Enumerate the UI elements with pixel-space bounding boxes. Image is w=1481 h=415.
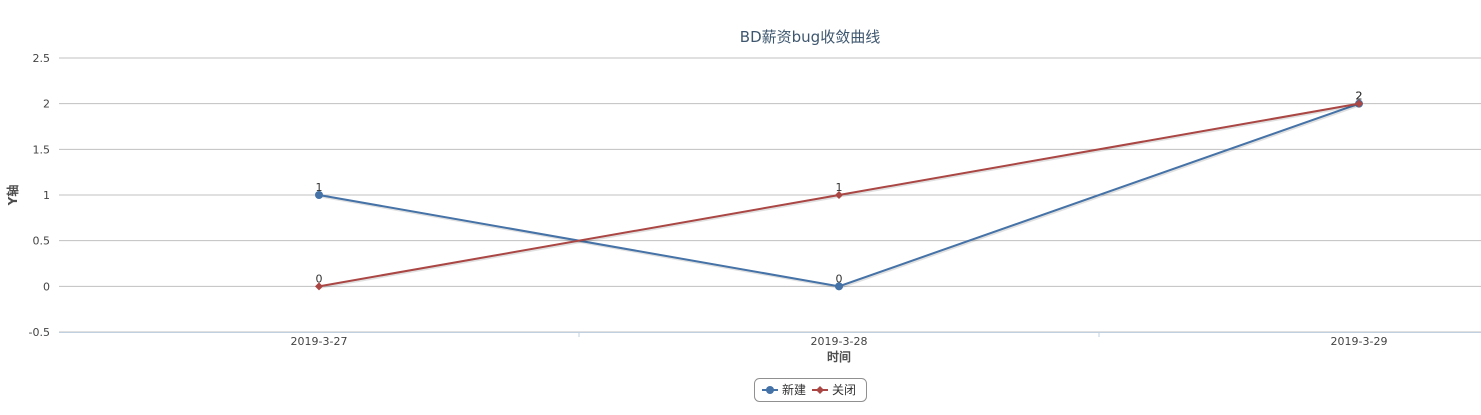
data-label: 2 bbox=[1356, 90, 1363, 103]
data-point[interactable] bbox=[835, 282, 843, 291]
data-point[interactable] bbox=[1355, 99, 1363, 108]
legend-label: 新建 bbox=[782, 382, 806, 397]
data-label: 1 bbox=[316, 181, 323, 194]
legend-item-1[interactable]: 新建 bbox=[762, 382, 806, 397]
x-axis-title: 时间 bbox=[827, 349, 851, 364]
legend-label: 关闭 bbox=[832, 383, 856, 397]
y-axis-ticks: -0.5 0 0.5 1 1.5 2 2.5 bbox=[29, 52, 50, 339]
x-tick-label: 2019-3-28 bbox=[811, 335, 868, 348]
y-tick-label: 0.5 bbox=[33, 235, 51, 248]
y-tick-label: 1 bbox=[43, 189, 50, 202]
legend-marker bbox=[766, 386, 774, 394]
data-label: 0 bbox=[836, 272, 843, 285]
legend-item-2[interactable]: 关闭 bbox=[812, 383, 856, 397]
chart-title: BD薪资bug收敛曲线 bbox=[740, 28, 880, 46]
y-axis-title: Y轴 bbox=[5, 185, 20, 207]
y-tick-label: 1.5 bbox=[33, 143, 51, 156]
grid-lines bbox=[59, 57, 1481, 333]
y-tick-label: -0.5 bbox=[29, 326, 50, 339]
data-label: 2 bbox=[1356, 90, 1363, 103]
data-label: 1 bbox=[836, 181, 843, 194]
data-point[interactable] bbox=[315, 282, 323, 291]
x-axis: 2019-3-27 2019-3-28 2019-3-29 bbox=[59, 332, 1481, 348]
x-tick-label: 2019-3-27 bbox=[291, 335, 348, 348]
legend-marker bbox=[816, 386, 824, 394]
y-tick-label: 2 bbox=[43, 98, 50, 111]
y-tick-label: 2.5 bbox=[33, 52, 51, 65]
x-tick-label: 2019-3-29 bbox=[1331, 335, 1388, 348]
y-tick-label: 0 bbox=[43, 280, 50, 293]
legend-box bbox=[754, 378, 867, 402]
data-point[interactable] bbox=[315, 191, 323, 199]
legend: 新建 关闭 bbox=[754, 378, 867, 402]
data-label: 0 bbox=[316, 272, 323, 285]
data-point[interactable] bbox=[835, 191, 843, 199]
series-lines bbox=[315, 99, 1363, 291]
